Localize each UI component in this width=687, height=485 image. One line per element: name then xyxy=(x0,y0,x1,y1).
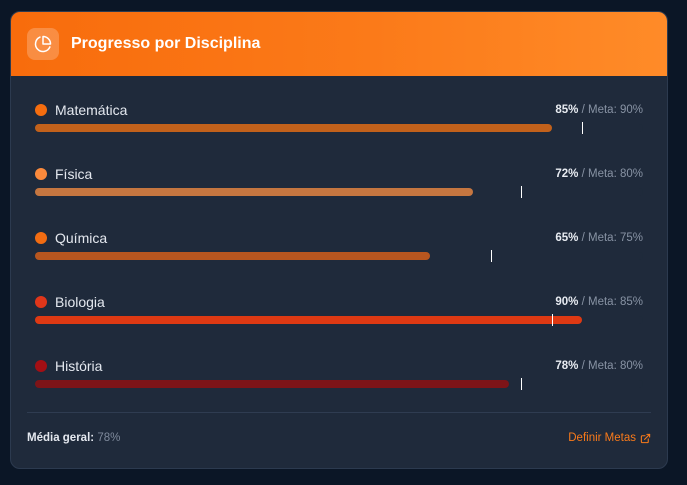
subject-score: 78% / Meta: 80% xyxy=(555,360,643,372)
average-value: 78% xyxy=(97,432,121,444)
subject-name: Física xyxy=(55,166,93,182)
subject-row-historia: História 78% / Meta: 80% xyxy=(35,332,643,396)
subject-row-quimica: Química 65% / Meta: 75% xyxy=(35,204,643,268)
card-title: Progresso por Disciplina xyxy=(71,35,261,52)
average-summary: Média geral: 78% xyxy=(27,432,120,444)
progress-fill xyxy=(35,188,473,196)
subject-percent: 90% xyxy=(555,296,579,308)
define-goals-link[interactable]: Definir Metas xyxy=(568,432,651,444)
subject-percent: 85% xyxy=(555,104,579,116)
subject-percent: 65% xyxy=(555,232,579,244)
card-footer: Média geral: 78% Definir Metas xyxy=(27,432,651,444)
progress-track xyxy=(35,122,643,134)
subject-list: Matemática 85% / Meta: 90% Física 72% xyxy=(11,76,667,396)
goal-marker xyxy=(491,250,492,262)
define-goals-label: Definir Metas xyxy=(568,432,636,444)
subject-progress-card: Progresso por Disciplina Matemática 85% … xyxy=(10,11,668,469)
subject-percent: 78% xyxy=(555,360,579,372)
subject-row-biologia: Biologia 90% / Meta: 85% xyxy=(35,268,643,332)
goal-marker xyxy=(521,186,523,198)
subject-goal: / Meta: 90% xyxy=(581,104,643,116)
progress-track xyxy=(35,378,643,390)
footer-divider xyxy=(27,412,651,413)
subject-name: Química xyxy=(55,230,108,246)
progress-track xyxy=(35,314,643,326)
external-link-icon xyxy=(640,433,651,443)
subject-score: 72% / Meta: 80% xyxy=(555,168,643,180)
subject-goal: / Meta: 80% xyxy=(581,168,643,180)
subject-color-dot xyxy=(35,168,47,180)
subject-goal: / Meta: 80% xyxy=(581,360,643,372)
subject-goal: / Meta: 75% xyxy=(581,232,643,244)
subject-percent: 72% xyxy=(555,168,579,180)
subject-score: 85% / Meta: 90% xyxy=(555,104,643,116)
subject-name: História xyxy=(55,358,103,374)
subject-name: Matemática xyxy=(55,102,128,118)
progress-track xyxy=(35,250,643,262)
subject-color-dot xyxy=(35,296,47,308)
average-label: Média geral: xyxy=(27,432,95,444)
subject-color-dot xyxy=(35,104,47,116)
subject-name: Biologia xyxy=(55,294,105,310)
subject-goal: / Meta: 85% xyxy=(581,296,643,308)
goal-marker xyxy=(551,314,553,326)
progress-fill xyxy=(35,380,510,388)
subject-color-dot xyxy=(35,360,47,372)
progress-fill xyxy=(35,316,583,324)
progress-fill xyxy=(35,124,552,132)
card-header: Progresso por Disciplina xyxy=(11,12,667,76)
subject-row-matematica: Matemática 85% / Meta: 90% xyxy=(35,76,643,140)
goal-marker xyxy=(582,122,584,134)
goal-marker xyxy=(521,378,523,390)
subject-score: 65% / Meta: 75% xyxy=(555,232,643,244)
progress-fill xyxy=(35,252,431,260)
pie-chart-icon xyxy=(27,28,59,60)
progress-track xyxy=(35,186,643,198)
subject-row-fisica: Física 72% / Meta: 80% xyxy=(35,140,643,204)
subject-color-dot xyxy=(35,232,47,244)
subject-score: 90% / Meta: 85% xyxy=(555,296,643,308)
